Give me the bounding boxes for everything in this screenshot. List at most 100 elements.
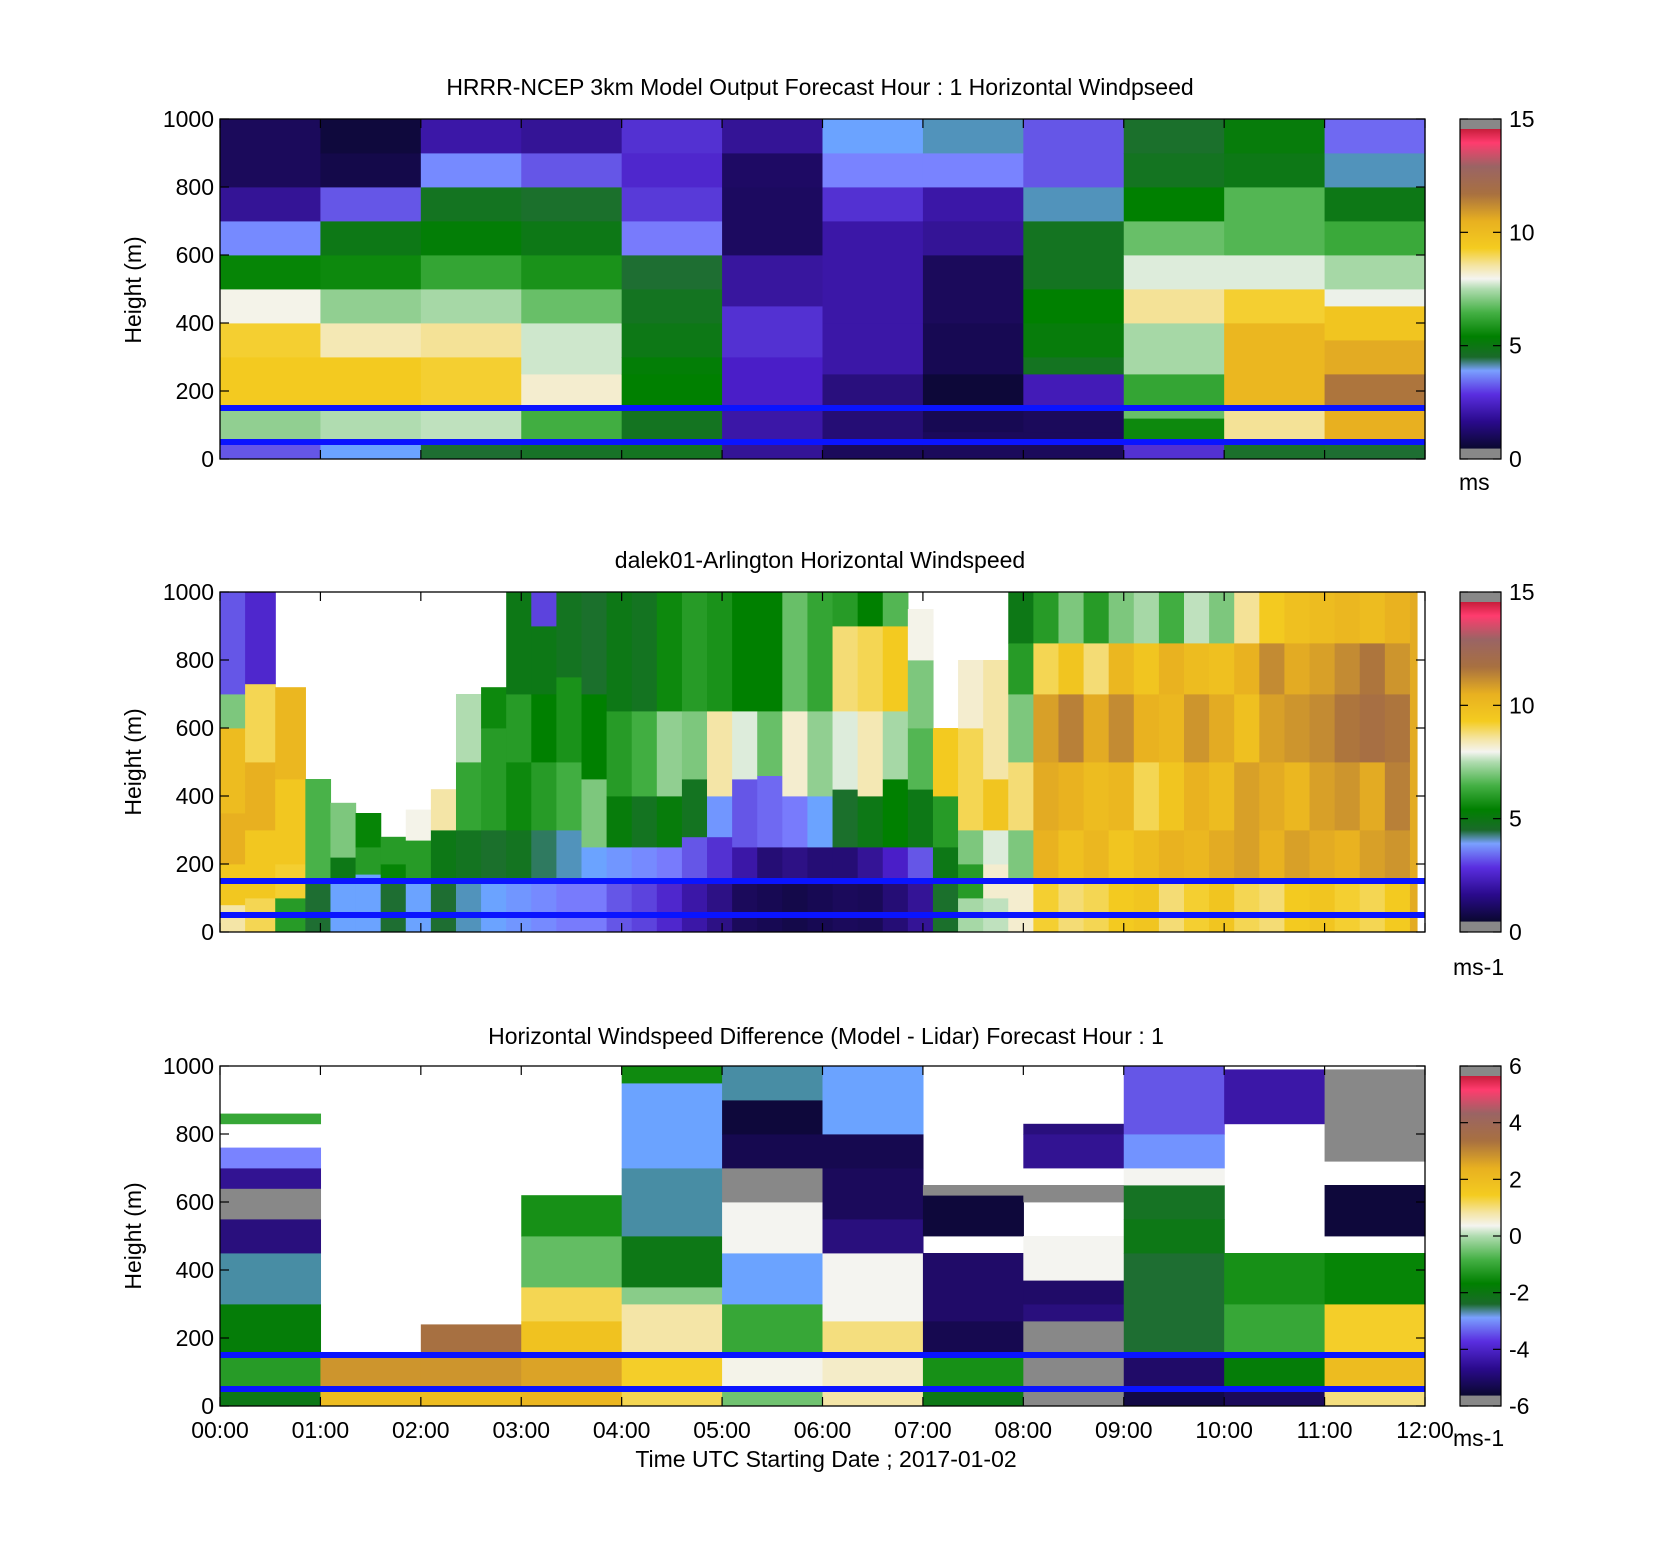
heatmap-cell	[1334, 881, 1361, 933]
heatmap-cell	[1234, 830, 1260, 882]
heatmap-cell	[907, 789, 934, 848]
heatmap-cell	[220, 1113, 322, 1125]
heatmap-cell	[305, 779, 332, 882]
heatmap-cell	[922, 153, 1024, 188]
heatmap-cell	[1008, 762, 1034, 831]
heatmap-cell	[822, 187, 924, 222]
heatmap-cell	[757, 592, 783, 712]
colorbar-tick-label: 0	[1509, 1223, 1522, 1249]
heatmap-cell	[922, 1321, 1024, 1356]
panel-difference: Horizontal Windspeed Difference (Model -…	[120, 1023, 1530, 1451]
heatmap-cell	[320, 442, 422, 460]
heatmap-cell	[1334, 643, 1361, 695]
heatmap-cell	[481, 728, 507, 831]
heatmap-cell	[220, 813, 246, 865]
heatmap-cell	[922, 1355, 1024, 1390]
heatmap-cell	[531, 881, 557, 933]
heatmap-cell	[1108, 762, 1135, 831]
heatmap-cell	[722, 1066, 824, 1101]
heatmap-cell	[882, 779, 909, 848]
heatmap-cell	[707, 881, 733, 933]
heatmap-cell	[1324, 1185, 1426, 1237]
heatmap-cell	[822, 221, 924, 324]
heatmap-cell	[330, 881, 357, 933]
heatmap-cell	[506, 592, 532, 695]
heatmap-cell	[722, 1202, 824, 1237]
heatmap-cell	[1259, 643, 1286, 695]
heatmap-cell	[506, 830, 532, 882]
panel-difference-ylabel: Height (m)	[120, 1182, 146, 1289]
heatmap-cell	[722, 1389, 824, 1407]
heatmap-cell	[1324, 1304, 1426, 1356]
heatmap-cell	[922, 1389, 1024, 1407]
heatmap-cell	[857, 592, 884, 627]
x-tick-label: 04:00	[593, 1417, 651, 1443]
heatmap-cell	[681, 881, 708, 933]
heatmap-cell	[932, 881, 959, 933]
heatmap-cell	[1259, 830, 1286, 882]
heatmap-cell	[220, 592, 246, 695]
panel-model-cells	[220, 119, 1426, 460]
heatmap-cell	[932, 847, 959, 882]
heatmap-cell	[1184, 830, 1210, 882]
heatmap-cell	[1123, 1389, 1225, 1407]
heatmap-cell	[481, 881, 507, 933]
heatmap-cell	[320, 289, 422, 324]
heatmap-cell	[882, 592, 909, 627]
heatmap-cell	[1209, 643, 1235, 695]
heatmap-cell	[420, 289, 522, 324]
heatmap-cell	[1224, 1304, 1326, 1356]
heatmap-cell	[1224, 323, 1326, 409]
heatmap-cell	[722, 153, 824, 188]
heatmap-cell	[581, 779, 608, 848]
heatmap-cell	[922, 374, 1024, 409]
heatmap-cell	[822, 1389, 924, 1407]
heatmap-cell	[1309, 694, 1336, 763]
heatmap-cell	[220, 694, 246, 729]
heatmap-cell	[220, 221, 322, 256]
heatmap-cell	[857, 796, 884, 848]
heatmap-cell	[220, 1168, 322, 1189]
heatmap-cell	[621, 442, 723, 460]
heatmap-cell	[1123, 1185, 1225, 1220]
heatmap-cell	[1158, 762, 1185, 831]
heatmap-cell	[320, 153, 422, 188]
heatmap-cell	[420, 1355, 522, 1390]
heatmap-cell	[1033, 881, 1060, 933]
heatmap-cell	[1133, 643, 1160, 695]
heatmap-cell	[1309, 762, 1336, 831]
heatmap-cell	[1023, 408, 1125, 433]
heatmap-cell	[722, 408, 824, 439]
heatmap-cell	[531, 592, 557, 627]
heatmap-cell	[807, 881, 834, 933]
x-tick-label: 03:00	[492, 1417, 550, 1443]
heatmap-cell	[757, 847, 783, 882]
x-tick-label: 05:00	[693, 1417, 751, 1443]
heatmap-cell	[1023, 1355, 1125, 1407]
heatmap-cell	[1083, 643, 1110, 695]
panel-lidar-reference-lines	[220, 878, 1425, 918]
heatmap-cell	[1234, 881, 1260, 933]
heatmap-cell	[430, 881, 457, 933]
heatmap-cell	[521, 1321, 623, 1356]
heatmap-cell	[1384, 694, 1411, 763]
y-tick-label: 0	[201, 446, 214, 472]
heatmap-cell	[521, 374, 623, 409]
heatmap-cell	[722, 1253, 824, 1305]
heatmap-cell	[1023, 1123, 1125, 1135]
heatmap-cell	[1234, 592, 1260, 644]
heatmap-cell	[1224, 1253, 1326, 1305]
panel-model-x-ticks	[219, 119, 1426, 459]
heatmap-cell	[1384, 830, 1411, 882]
heatmap-cell	[707, 836, 733, 882]
heatmap-cell	[1123, 418, 1225, 439]
x-tick-label: 11:00	[1297, 1417, 1353, 1443]
heatmap-cell	[922, 255, 1024, 324]
heatmap-cell	[320, 119, 422, 154]
heatmap-cell	[822, 1321, 924, 1356]
heatmap-cell	[656, 847, 683, 882]
heatmap-cell	[1158, 592, 1185, 644]
heatmap-cell	[822, 1253, 924, 1322]
heatmap-cell	[405, 809, 432, 841]
